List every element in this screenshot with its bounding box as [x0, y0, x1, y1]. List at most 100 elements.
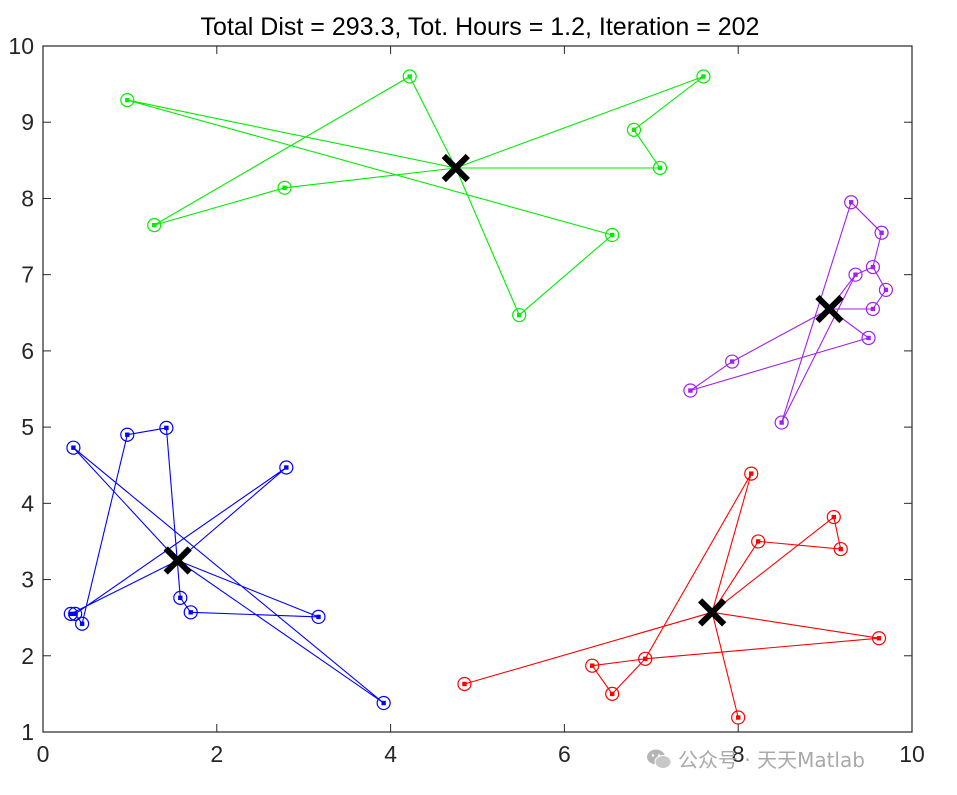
route-point-square	[866, 335, 871, 341]
x-tick-label: 2	[210, 741, 223, 767]
route-point-circle	[63, 606, 78, 621]
route-point-square	[870, 306, 876, 312]
route-point-square	[72, 611, 78, 617]
route-point-square	[517, 312, 522, 318]
route-point-circle	[865, 259, 880, 275]
route-point-circle	[183, 605, 198, 620]
route-point-square	[316, 614, 321, 620]
centroids-layer	[163, 153, 844, 627]
route-point-square	[701, 74, 706, 79]
route-point-square	[284, 465, 289, 470]
route-point-square	[178, 595, 183, 601]
route-point-circle	[878, 282, 894, 298]
route-point-circle	[774, 415, 789, 430]
x-tick-label: 6	[558, 741, 571, 767]
route-point-square	[643, 656, 648, 662]
points-layer	[63, 69, 894, 725]
route-point-square	[462, 681, 467, 687]
route-point-square	[407, 74, 412, 79]
route-point-square	[590, 663, 595, 668]
route-point-square	[848, 200, 854, 205]
route-point-square	[188, 610, 193, 615]
plot-area	[42, 45, 913, 733]
route-point-circle	[173, 590, 188, 605]
route-point-square	[853, 272, 858, 277]
route-point-square	[71, 445, 76, 450]
route-point-square	[609, 232, 615, 238]
watermark: 公众号 · 天天Matlab	[646, 744, 865, 773]
route-point-square	[125, 432, 130, 437]
route-point-circle	[279, 460, 294, 475]
route-point-square	[609, 691, 615, 697]
route-point-circle	[512, 307, 527, 323]
route-point-circle	[844, 195, 859, 210]
route-point-square	[68, 611, 74, 617]
route-point-circle	[696, 69, 711, 84]
route-point-circle	[652, 160, 668, 176]
route-point-square	[870, 264, 876, 270]
route-point-square	[876, 636, 882, 641]
route-point-square	[749, 471, 754, 476]
y-tick-label: 10	[8, 33, 34, 59]
route-point-circle	[861, 330, 876, 346]
x-tick-label: 8	[732, 741, 745, 767]
y-tick-label: 2	[21, 643, 34, 669]
route-point-square	[779, 420, 784, 425]
y-tick-label: 1	[21, 719, 34, 745]
route-point-square	[838, 546, 843, 552]
route-point-circle	[120, 427, 135, 442]
route-point-circle	[75, 616, 90, 631]
chart-title: Total Dist = 293.3, Tot. Hours = 1.2, It…	[201, 13, 760, 41]
route-point-square	[657, 165, 663, 171]
route-point-square	[755, 539, 761, 544]
x-tick-label: 10	[899, 741, 925, 767]
centroid-x-marker	[163, 546, 192, 575]
watermark-text: 公众号 · 天天Matlab	[678, 748, 865, 772]
y-tick-label: 7	[21, 262, 34, 288]
route-point-circle	[744, 466, 759, 481]
route-point-square	[883, 287, 889, 293]
route-point-circle	[277, 180, 292, 195]
wechat-icon	[647, 749, 672, 769]
y-tick-label: 8	[21, 185, 34, 211]
route-point-circle	[147, 218, 162, 233]
centroid-x-marker	[441, 153, 470, 183]
route-point-circle	[833, 541, 848, 557]
route-point-circle	[66, 440, 81, 455]
route-point-circle	[874, 225, 889, 240]
route-point-circle	[826, 509, 841, 525]
route-point-circle	[848, 267, 863, 282]
y-tick-label: 4	[21, 490, 34, 516]
route-point-circle	[402, 69, 417, 84]
route-point-square	[631, 127, 637, 133]
route-point-circle	[120, 93, 135, 108]
route-point-circle	[457, 676, 472, 692]
centroid-x-marker	[698, 598, 727, 627]
route-point-circle	[638, 651, 653, 666]
y-tick-label: 6	[21, 338, 34, 364]
y-tick-label: 5	[21, 414, 34, 440]
route-point-circle	[871, 631, 887, 646]
route-point-square	[79, 621, 85, 626]
route-point-circle	[731, 710, 746, 725]
route-point-square	[831, 514, 836, 520]
y-tick-label: 9	[21, 109, 34, 135]
x-tick-label: 4	[384, 741, 397, 767]
route-point-square	[381, 700, 386, 706]
route-point-square	[879, 230, 884, 235]
route-point-circle	[725, 354, 740, 369]
route-point-square	[164, 425, 169, 431]
route-point-circle	[865, 301, 880, 317]
route-point-square	[152, 222, 157, 228]
route-point-circle	[683, 383, 698, 398]
route-point-circle	[585, 658, 600, 673]
route-point-square	[125, 97, 130, 103]
x-tick-label: 0	[37, 741, 50, 767]
route-point-circle	[311, 609, 326, 625]
route-point-circle	[605, 227, 620, 243]
route-point-circle	[376, 695, 391, 711]
route-point-circle	[751, 534, 766, 549]
route-point-circle	[626, 122, 642, 137]
route-point-circle	[159, 420, 174, 435]
